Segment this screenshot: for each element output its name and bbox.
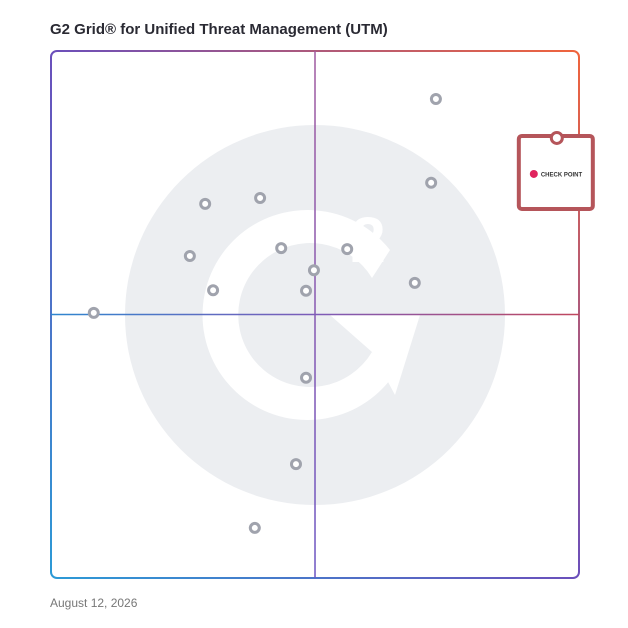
point bbox=[307, 264, 320, 277]
chart-title: G2 Grid® for Unified Threat Management (… bbox=[50, 21, 388, 38]
vendor-logo-icon bbox=[529, 169, 538, 178]
point bbox=[429, 92, 442, 105]
point bbox=[87, 306, 100, 319]
point bbox=[183, 250, 196, 263]
point bbox=[341, 243, 354, 256]
point bbox=[425, 176, 438, 189]
point bbox=[289, 458, 302, 471]
vendor-logo: CHECK POINT bbox=[541, 173, 583, 179]
point bbox=[254, 192, 267, 205]
point bbox=[549, 130, 564, 145]
point bbox=[300, 284, 313, 297]
point bbox=[275, 242, 288, 255]
point bbox=[300, 371, 313, 384]
point bbox=[248, 521, 261, 534]
point bbox=[199, 197, 212, 210]
date: August 12, 2026 bbox=[50, 596, 138, 610]
point bbox=[207, 284, 220, 297]
svg-text:2: 2 bbox=[350, 204, 386, 276]
point bbox=[408, 276, 421, 289]
